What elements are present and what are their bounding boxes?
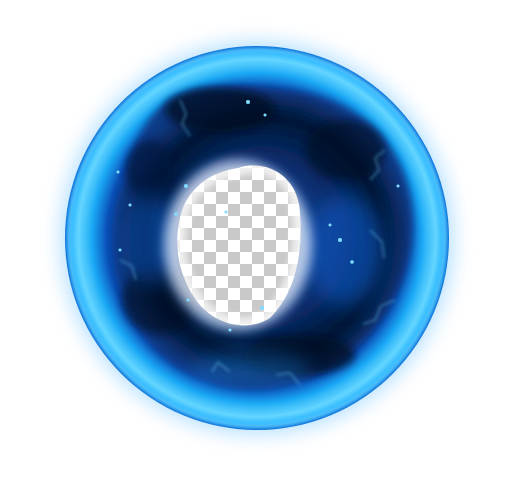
transparent-core xyxy=(177,165,301,326)
sparkles xyxy=(116,100,400,332)
